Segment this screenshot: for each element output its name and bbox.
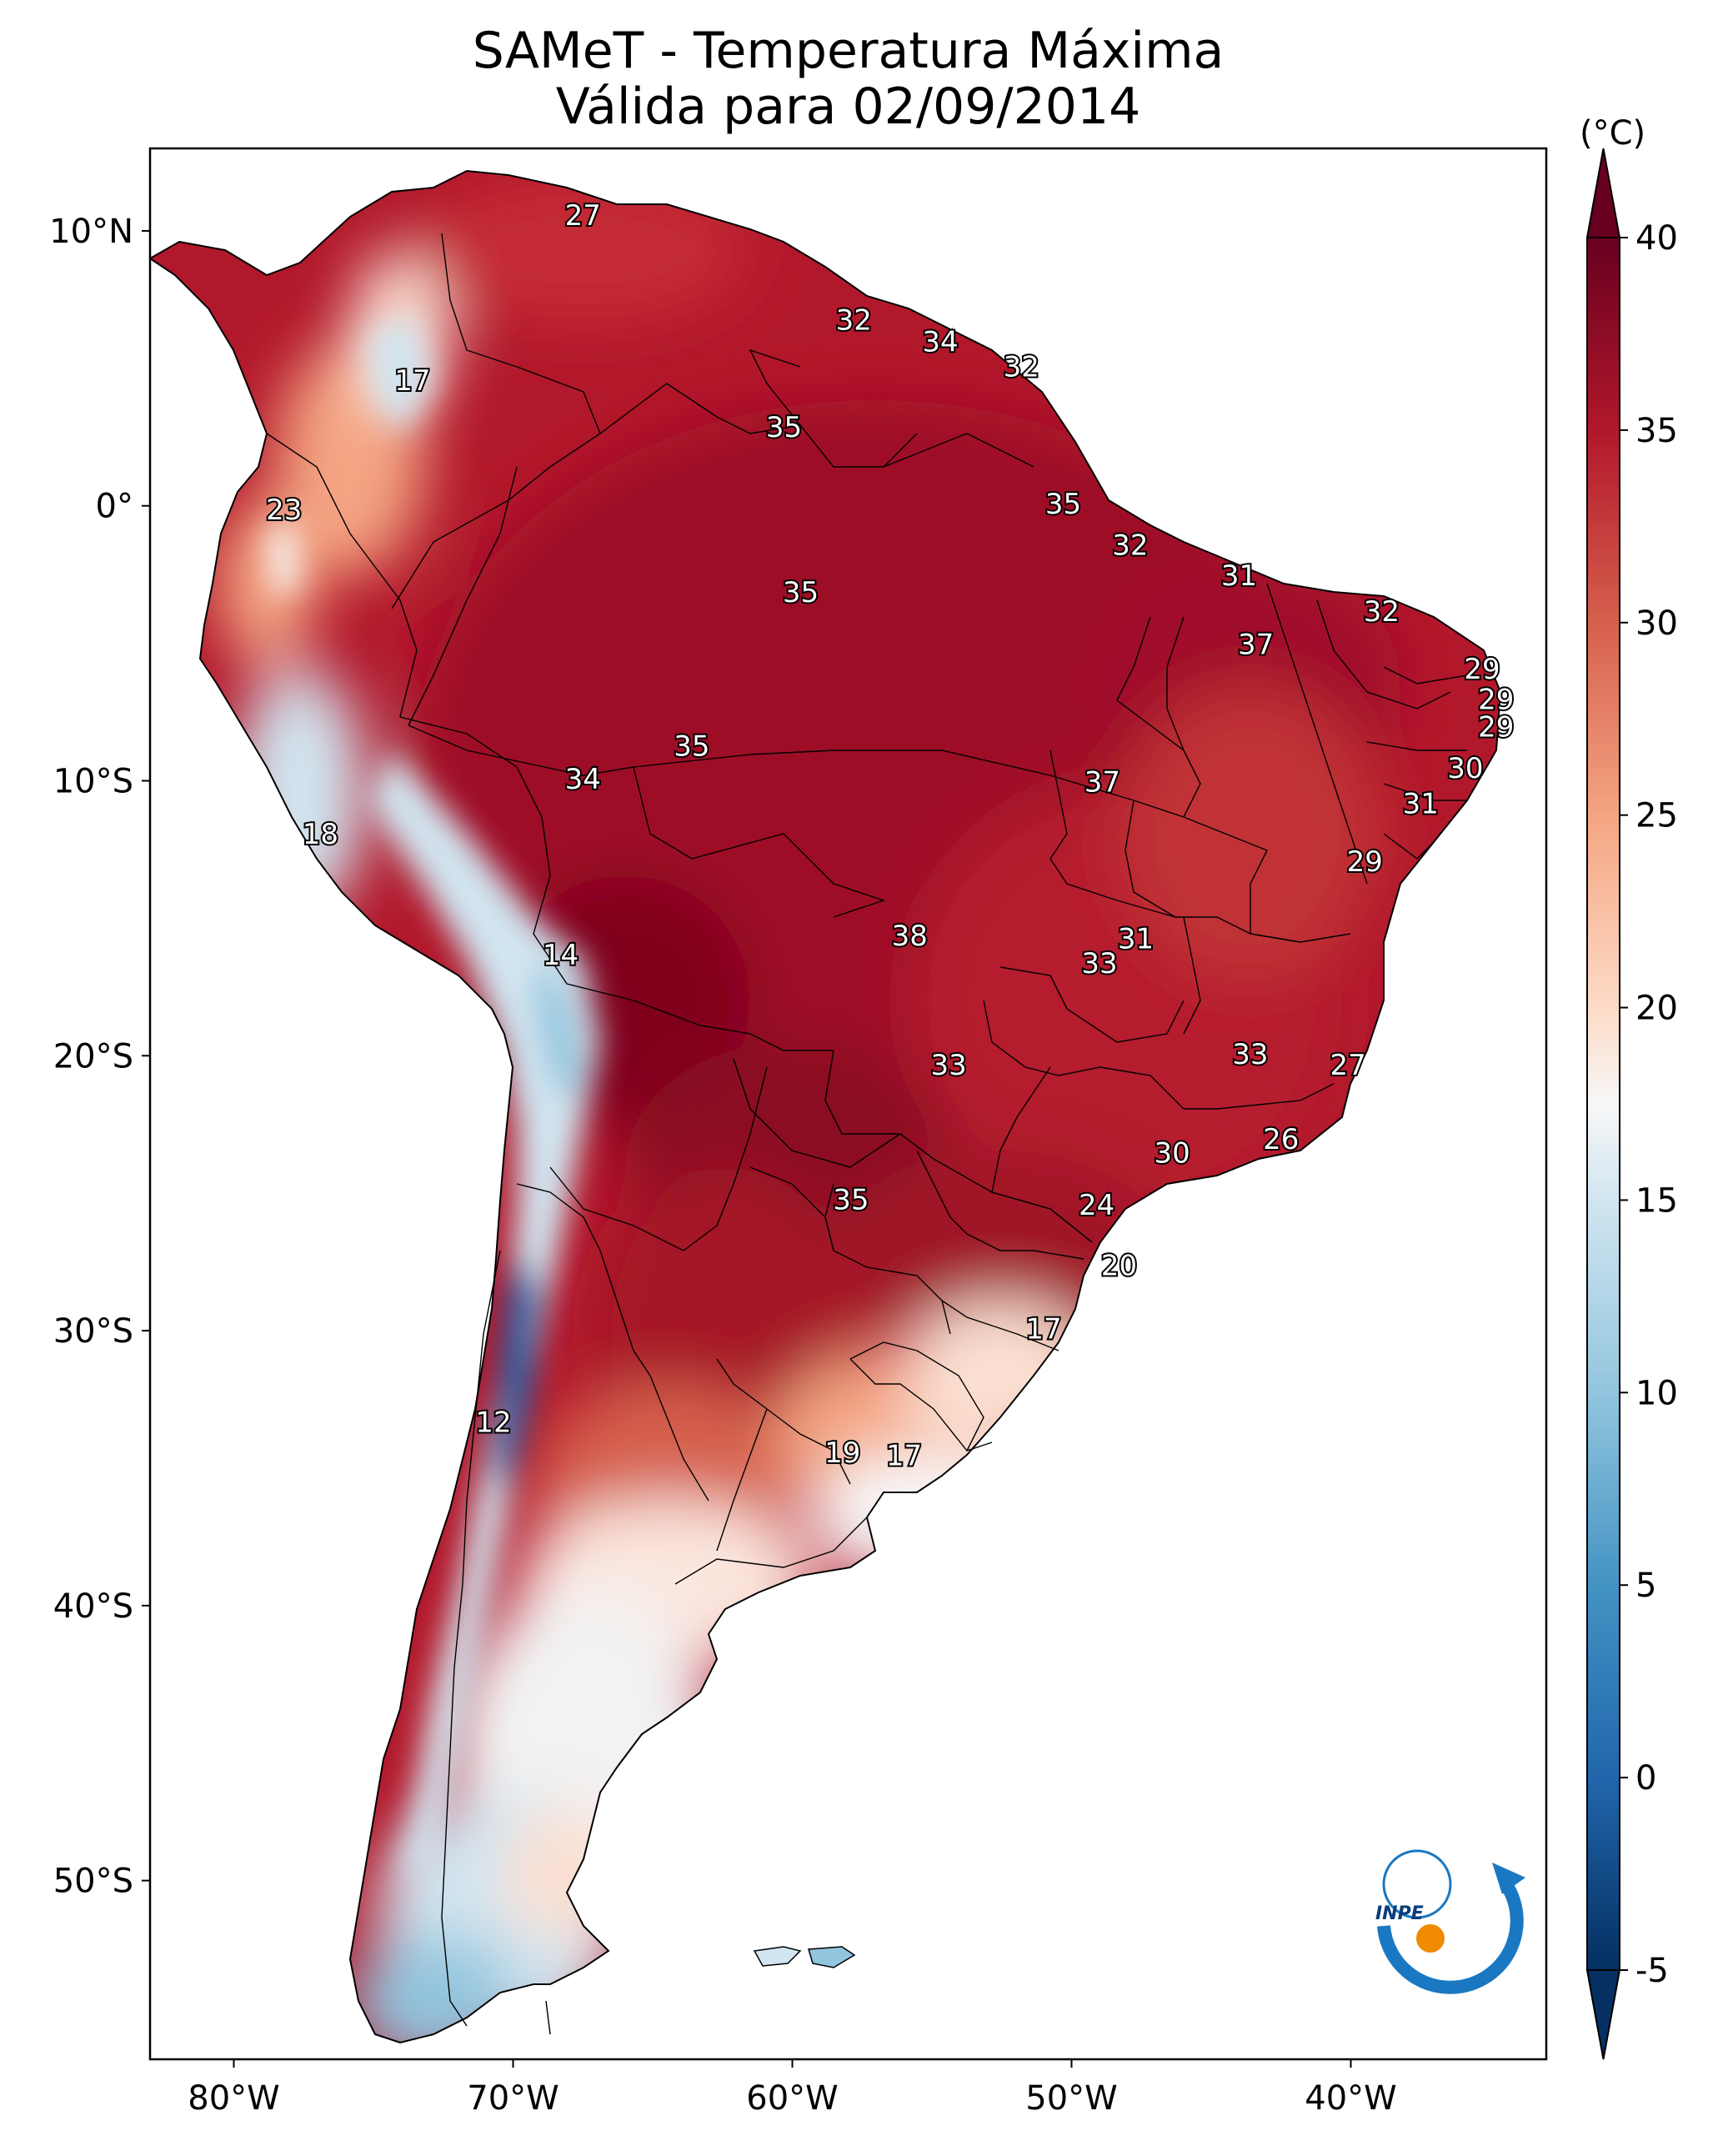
map-subtitle: Válida para 02/09/2014 [555, 78, 1141, 136]
colorbar-ticks: 40 35 30 25 20 15 10 5 0 -5 [1620, 219, 1678, 1990]
station-value-label: 34 [922, 326, 958, 359]
station-value-label: 32 [1004, 350, 1039, 384]
station-value-label: 17 [886, 1439, 922, 1472]
station-value-label: 34 [565, 763, 601, 796]
station-value-label: 18 [303, 818, 338, 851]
station-value-label: 32 [836, 303, 872, 337]
inpe-logo-text: INPE [1375, 1903, 1424, 1924]
latitude-ticks: 10°N 0° 10°S 20°S 30°S 40°S 50°S [49, 213, 150, 1901]
plot-frame [148, 147, 1548, 2061]
station-value-label: 31 [1403, 788, 1439, 821]
station-value-label: 27 [565, 199, 601, 233]
station-value-label: 35 [674, 730, 709, 763]
station-value-label: 33 [930, 1049, 966, 1082]
station-value-label: 35 [766, 411, 802, 444]
colorbar-tick-label: 25 [1635, 797, 1678, 835]
station-value-label: 27 [1330, 1049, 1366, 1082]
colorbar-tick-label: -5 [1635, 1952, 1669, 1990]
latitude-tick-label: 10°N [49, 213, 133, 251]
colorbar-scale [1586, 237, 1620, 1971]
station-value-label: 30 [1154, 1137, 1190, 1171]
station-value-label: 12 [475, 1406, 511, 1440]
colorbar-min-extension [1585, 1969, 1621, 2060]
colorbar-tick-label: 30 [1635, 604, 1678, 643]
station-value-label: 33 [1081, 947, 1117, 980]
station-value-label: 26 [1263, 1123, 1299, 1156]
latitude-tick-label: 50°S [53, 1863, 133, 1901]
colorbar-max-extension [1585, 148, 1621, 238]
station-value-label: 35 [1045, 488, 1081, 521]
station-value-label: 29 [1478, 710, 1514, 744]
inpe-globe-icon [1382, 1849, 1452, 1919]
station-value-label: 31 [1118, 922, 1154, 955]
station-value-label: 37 [1238, 628, 1274, 661]
station-value-label: 24 [1079, 1189, 1114, 1222]
colorbar: 40 35 30 25 20 15 10 5 0 -5 (°C) [1580, 114, 1678, 2060]
map-title: SAMeT - Temperatura Máxima [472, 22, 1225, 80]
inpe-logo: INPE [1375, 1849, 1525, 1994]
station-value-label: 31 [1221, 559, 1257, 593]
station-value-label: 14 [543, 939, 579, 972]
colorbar-tick-label: 10 [1635, 1374, 1678, 1412]
station-value-label: 35 [783, 576, 819, 609]
station-value-label: 29 [1464, 653, 1500, 686]
latitude-tick-label: 0° [96, 488, 133, 526]
colorbar-tick-label: 20 [1635, 990, 1678, 1028]
colorbar-tick-label: 40 [1635, 219, 1678, 258]
longitude-tick-label: 60°W [746, 2079, 838, 2118]
station-value-label: 35 [833, 1184, 869, 1217]
inpe-arrow-icon [1492, 1863, 1525, 1894]
station-value-label: 38 [892, 920, 928, 953]
inpe-swoosh-icon [1377, 1882, 1524, 1994]
station-value-label: 29 [1478, 683, 1514, 716]
colorbar-tick-label: 15 [1635, 1181, 1678, 1220]
inpe-sun-icon [1416, 1924, 1445, 1953]
political-borders [266, 233, 1468, 2035]
colorbar-tick-label: 5 [1635, 1567, 1656, 1605]
longitude-tick-label: 50°W [1025, 2079, 1117, 2118]
station-value-label: 17 [1025, 1313, 1061, 1346]
station-value-label: 33 [1232, 1038, 1268, 1071]
colorbar-tick-label: 35 [1635, 412, 1678, 450]
station-value-label: 23 [266, 494, 302, 527]
longitude-tick-label: 80°W [188, 2079, 279, 2118]
station-value-label: 32 [1112, 529, 1148, 563]
colorbar-tick-label: 0 [1635, 1759, 1656, 1798]
station-value-label: 19 [824, 1436, 860, 1470]
station-value-label: 37 [1084, 765, 1120, 799]
station-value-label: 29 [1347, 845, 1383, 879]
latitude-tick-label: 10°S [53, 763, 133, 801]
station-value-label: 20 [1101, 1250, 1137, 1283]
longitude-ticks: 80°W 70°W 60°W 50°W 40°W [188, 2059, 1397, 2118]
station-value-label: 32 [1364, 595, 1400, 629]
colorbar-unit-label: (°C) [1580, 114, 1645, 153]
longitude-tick-label: 40°W [1305, 2079, 1396, 2118]
latitude-tick-label: 40°S [53, 1587, 133, 1626]
station-value-label: 17 [394, 364, 430, 398]
latitude-tick-label: 30°S [53, 1312, 133, 1351]
latitude-tick-label: 20°S [53, 1037, 133, 1075]
longitude-tick-label: 70°W [467, 2079, 558, 2118]
station-value-label: 30 [1447, 752, 1483, 785]
